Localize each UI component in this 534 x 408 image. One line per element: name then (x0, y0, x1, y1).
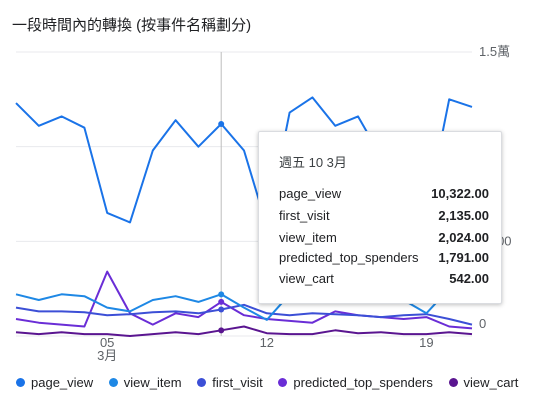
series-line-view-cart (15, 325, 473, 337)
tooltip-series-name: predicted_top_spenders (279, 250, 419, 265)
chart-legend: page_view view_item first_visit predicte… (16, 375, 530, 390)
legend-label: predicted_top_spenders (293, 375, 433, 390)
tooltip-series-name: view_item (279, 230, 337, 245)
tooltip-date: 週五 10 3月 (279, 155, 347, 170)
legend-item-view-item[interactable]: view_item (108, 375, 182, 390)
tooltip-row: view_item 2,024.00 (279, 230, 489, 250)
tooltip-series-name: first_visit (279, 208, 330, 223)
tooltip-series-name: page_view (279, 186, 342, 201)
data-point-view-cart (218, 327, 225, 334)
legend-label: first_visit (212, 375, 263, 390)
tooltip-row: view_cart 542.00 (279, 271, 489, 291)
tooltip-series-name: view_cart (279, 271, 334, 286)
legend-dot-icon (448, 378, 458, 387)
legend-label: view_cart (463, 375, 519, 390)
data-point-view-item (218, 291, 225, 298)
x-tick-sublabel: 3月 (97, 348, 117, 363)
tooltip-series-value: 542.00 (449, 271, 489, 286)
data-point-first-visit (218, 306, 225, 313)
series-line-first-visit (15, 303, 473, 326)
x-tick-label: 12 (260, 335, 274, 350)
chart-tooltip: 週五 10 3月 page_view 10,322.00 first_visit… (258, 131, 502, 304)
chart-title: 一段時間內的轉換 (按事件名稱劃分) (12, 17, 252, 34)
legend-item-view-cart[interactable]: view_cart (448, 375, 519, 390)
tooltip-series-value: 2,135.00 (438, 208, 489, 223)
x-tick-label: 05 (100, 335, 114, 350)
legend-item-predicted-top-spenders[interactable]: predicted_top_spenders (278, 375, 433, 390)
tooltip-row: page_view 10,322.00 (279, 186, 489, 206)
x-tick-label: 19 (419, 335, 433, 350)
series-line-predicted-top-spenders (15, 270, 473, 330)
tooltip-row: predicted_top_spenders 1,791.00 (279, 250, 489, 270)
tooltip-series-value: 10,322.00 (431, 186, 489, 201)
legend-label: view_item (123, 375, 182, 390)
legend-item-first-visit[interactable]: first_visit (197, 375, 263, 390)
data-point-page-view (218, 120, 225, 127)
y-tick-label: 1.5萬 (479, 44, 510, 59)
y-tick-label: 0 (479, 316, 486, 331)
legend-dot-icon (278, 378, 288, 387)
legend-label: page_view (31, 375, 94, 390)
legend-dot-icon (197, 378, 207, 387)
tooltip-series-value: 1,791.00 (438, 250, 489, 265)
data-point-predicted-top-spenders (218, 298, 225, 305)
tooltip-series-value: 2,024.00 (438, 230, 489, 245)
legend-dot-icon (16, 378, 25, 387)
legend-item-page-view[interactable]: page_view (16, 375, 93, 390)
legend-dot-icon (108, 378, 118, 387)
tooltip-row: first_visit 2,135.00 (279, 208, 489, 228)
